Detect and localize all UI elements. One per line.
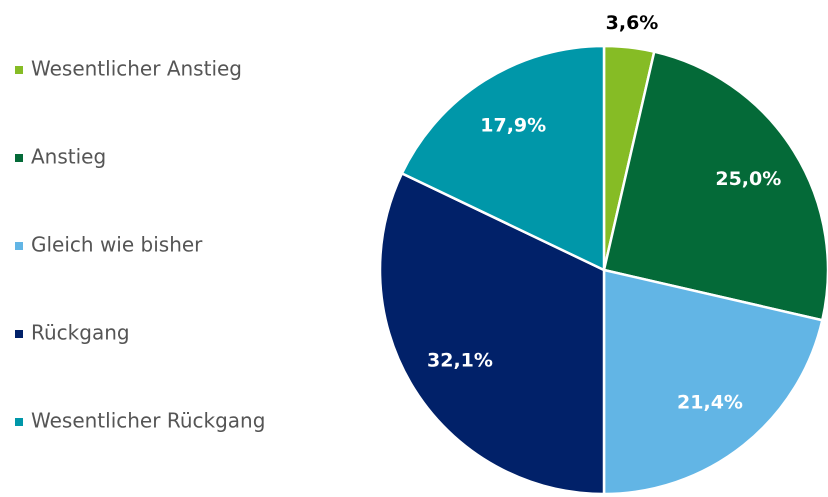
legend-label: Rückgang [31, 321, 130, 345]
legend-swatch [15, 242, 23, 250]
legend-label: Gleich wie bisher [31, 233, 203, 257]
legend-swatch [15, 330, 23, 338]
legend-label: Wesentlicher Rückgang [31, 409, 265, 433]
data-label: 32,1% [427, 349, 493, 371]
legend-swatch [15, 66, 23, 74]
pie-slice [400, 44, 606, 272]
legend-label: Wesentlicher Anstieg [31, 57, 242, 81]
legend-swatch [15, 154, 23, 162]
legend-swatch [15, 418, 23, 426]
data-label: 21,4% [677, 392, 743, 414]
legend-label: Anstieg [31, 145, 106, 169]
pie-slice [378, 171, 606, 496]
data-label: 25,0% [715, 168, 781, 190]
data-label: 17,9% [480, 114, 546, 136]
pie-slice [602, 268, 824, 496]
data-label: 3,6% [606, 12, 659, 34]
